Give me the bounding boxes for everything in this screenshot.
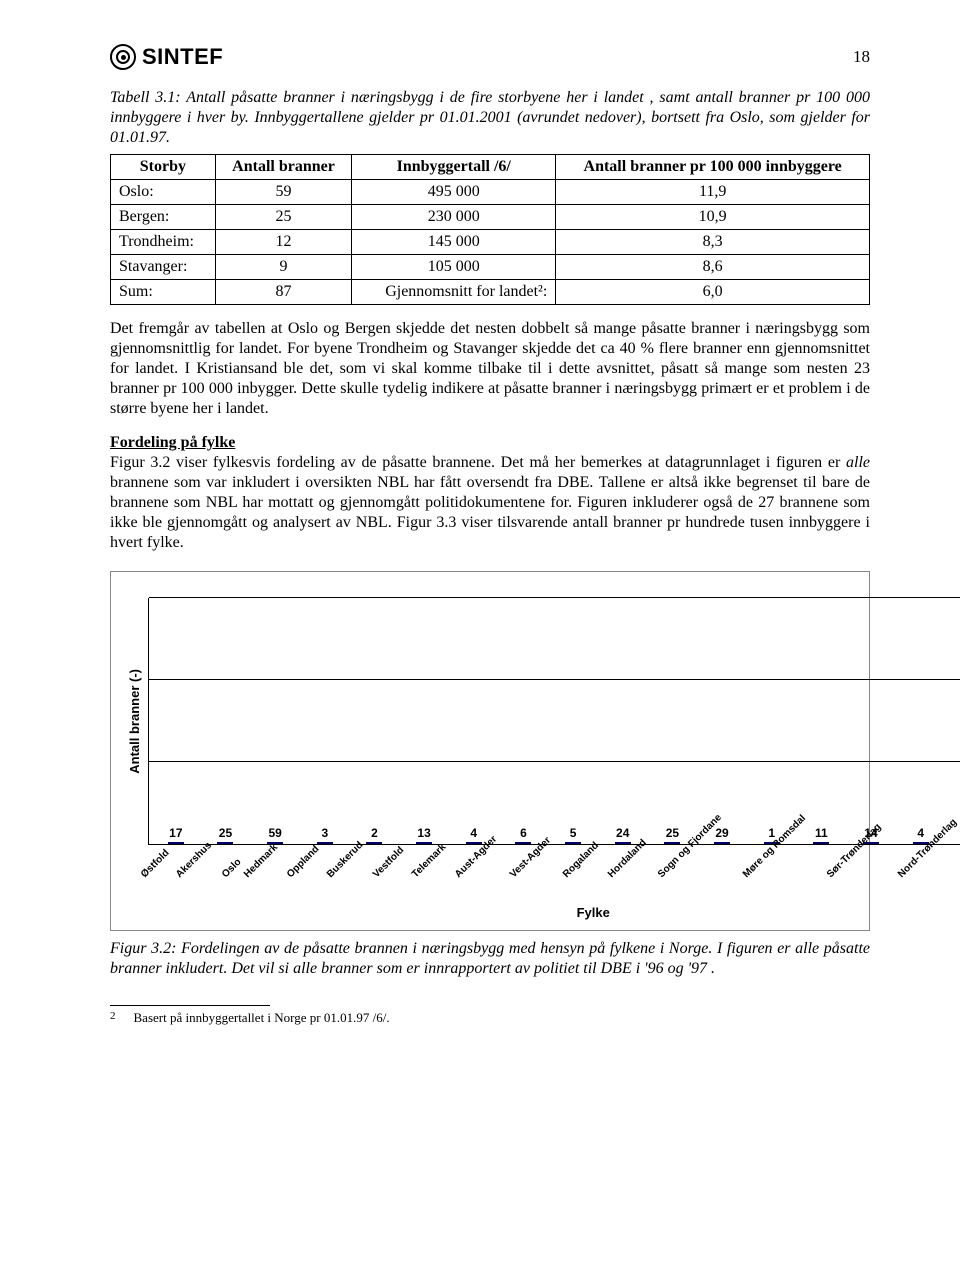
fig-caption-text: Fordelingen av de påsatte brannen i næri…	[110, 940, 870, 977]
table-caption-text: Antall påsatte branner i næringsbygg i d…	[110, 89, 870, 146]
table-row: Stavanger:9105 0008,6	[111, 255, 870, 280]
table-row: Bergen:25230 00010,9	[111, 205, 870, 230]
figure-caption: Figur 3.2: Fordelingen av de påsatte bra…	[110, 939, 870, 979]
th-antall: Antall branner	[215, 155, 351, 180]
bar: 59	[250, 826, 300, 844]
footnote-text: Basert på innbyggertallet i Norge pr 01.…	[134, 1010, 390, 1026]
table-row: Trondheim:12145 0008,3	[111, 230, 870, 255]
section-title: Fordeling på fylke	[110, 434, 235, 451]
section-heading: Fordeling på fylke	[110, 433, 870, 453]
footnote-number: 2	[110, 1010, 116, 1026]
fig-caption-label: Figur 3.2:	[110, 940, 176, 957]
table-caption: Tabell 3.1: Antall påsatte branner i nær…	[110, 88, 870, 148]
logo-text: SINTEF	[142, 44, 223, 70]
data-table: Storby Antall branner Innbyggertall /6/ …	[110, 154, 870, 305]
th-storby: Storby	[111, 155, 216, 180]
page-number: 18	[853, 47, 870, 67]
table-caption-label: Tabell 3.1:	[110, 89, 181, 106]
paragraph-2: Figur 3.2 viser fylkesvis fordeling av d…	[110, 453, 870, 553]
table-row: Oslo:59495 00011,9	[111, 180, 870, 205]
bar: 3	[300, 826, 350, 844]
footnote-rule	[110, 1005, 270, 1006]
bar-chart: Antall branner (-) 172559321346524252911…	[110, 571, 870, 931]
bar: 13	[399, 826, 449, 844]
footnote: 2 Basert på innbyggertallet i Norge pr 0…	[110, 1010, 870, 1026]
logo-icon	[110, 44, 136, 70]
chart-ylabel: Antall branner (-)	[125, 669, 144, 774]
logo: SINTEF	[110, 44, 223, 70]
bar: 17	[151, 826, 201, 844]
chart-plot-area: 17255932134652425291111441093	[148, 598, 960, 845]
paragraph-1: Det fremgår av tabellen at Oslo og Berge…	[110, 319, 870, 419]
page-header: SINTEF 18	[110, 44, 870, 70]
th-rate: Antall branner pr 100 000 innbyggere	[556, 155, 870, 180]
table-sum-row: Sum:87Gjennomsnitt for landet²:6,0	[111, 280, 870, 305]
th-innbygger: Innbyggertall /6/	[352, 155, 556, 180]
